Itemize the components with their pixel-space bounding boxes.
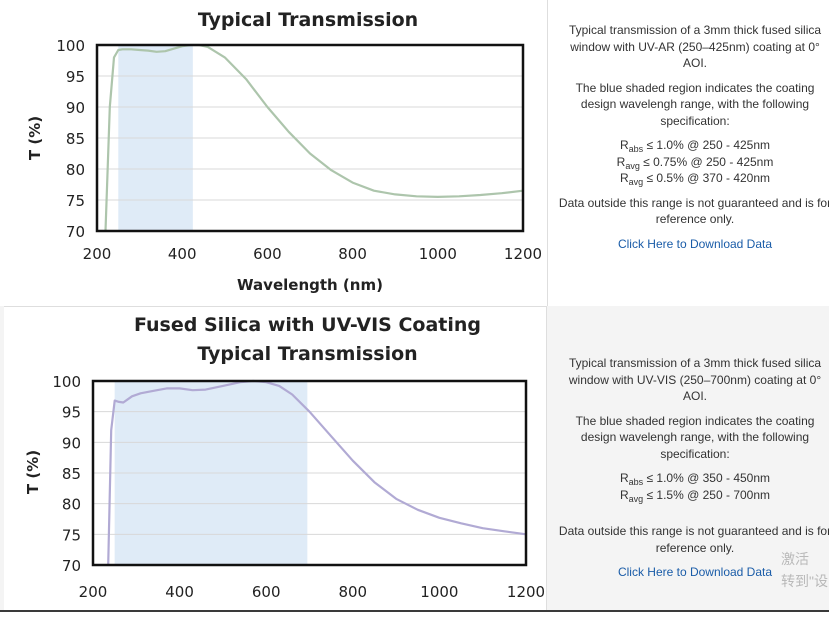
spec-list: Rabs ≤ 1.0% @ 250 - 425nm Ravg ≤ 0.75% @… — [557, 137, 829, 187]
plot-frame — [95, 43, 525, 233]
watermark-line: 激活 — [781, 551, 809, 567]
watermark-line: 转到"设 — [781, 573, 828, 589]
y-tick-label: 75 — [66, 192, 85, 210]
shaded-note: The blue shaded region indicates the coa… — [575, 80, 815, 128]
y-axis-label: T (%) — [24, 450, 42, 494]
description-panel-1: Typical transmission of a 3mm thick fuse… — [557, 0, 829, 306]
chart-row-1: Typical Transmission 70 75 80 85 90 95 100 200 40… — [0, 0, 829, 306]
y-tick-label: 80 — [62, 496, 81, 514]
y-tick-label: 80 — [66, 161, 85, 179]
chart-cell-1: Typical Transmission 70 75 80 85 90 95 100 200 40… — [4, 0, 548, 306]
spec-line: Ravg ≤ 1.5% @ 250 - 700nm — [619, 487, 771, 504]
y-tick-label: 90 — [66, 99, 85, 117]
intro-text: Typical transmission of a 3mm thick fuse… — [568, 23, 822, 70]
x-tick-label: 400 — [168, 245, 197, 263]
chart-title: Fused Silica with UV-VIS Coating — [134, 314, 481, 336]
x-tick-label: 1200 — [504, 245, 542, 263]
activation-watermark: 激活 转到"设 — [781, 548, 829, 592]
spec-line: Rabs ≤ 1.0% @ 350 - 450nm — [619, 471, 771, 487]
shaded-note: The blue shaded region indicates the coa… — [575, 413, 815, 461]
x-tick-label: 600 — [253, 245, 282, 263]
chart-title: Typical Transmission — [197, 343, 417, 365]
transmission-series-line — [104, 43, 524, 232]
x-tick-label: 600 — [252, 583, 281, 601]
transmission-chart-uv-ar: Typical Transmission 70 75 80 85 90 95 100 200 40… — [26, 9, 542, 294]
intro-text: Typical transmission of a 3mm thick fuse… — [568, 356, 822, 403]
x-axis-label: Wavelength (nm) — [237, 276, 383, 294]
transmission-chart-uv-vis: Fused Silica with UV-VIS Coating Typical … — [24, 314, 545, 601]
disclaimer-text: Data outside this range is not guarantee… — [558, 524, 829, 555]
spec-line: Rabs ≤ 1.0% @ 250 - 425nm — [619, 138, 771, 154]
chart-row-2: Fused Silica with UV-VIS Coating Typical … — [0, 306, 829, 612]
chart-title: Typical Transmission — [198, 9, 418, 31]
x-tick-label: 1000 — [420, 583, 458, 601]
y-tick-label: 75 — [62, 526, 81, 544]
y-tick-label: 95 — [66, 68, 85, 86]
x-tick-label: 800 — [338, 583, 367, 601]
spec-list: Rabs ≤ 1.0% @ 350 - 450nm Ravg ≤ 1.5% @ … — [557, 470, 829, 503]
bottom-border — [0, 610, 829, 612]
y-tick-label: 100 — [56, 37, 85, 55]
x-tick-label: 800 — [338, 245, 367, 263]
x-tick-label: 400 — [165, 583, 194, 601]
disclaimer-text: Data outside this range is not guarantee… — [558, 195, 829, 227]
y-tick-label: 85 — [66, 130, 85, 148]
x-tick-label: 200 — [83, 245, 112, 263]
y-tick-label: 85 — [62, 465, 81, 483]
description-panel-2: Typical transmission of a 3mm thick fuse… — [557, 306, 829, 612]
download-data-link[interactable]: Click Here to Download Data — [617, 236, 773, 251]
spec-line: Ravg ≤ 0.75% @ 250 - 425nm — [616, 154, 774, 171]
y-tick-label: 100 — [52, 373, 81, 391]
x-tick-label: 1200 — [507, 583, 545, 601]
x-tick-label: 200 — [79, 583, 108, 601]
y-tick-label: 90 — [62, 434, 81, 452]
y-axis-label: T (%) — [26, 116, 44, 160]
plot-frame — [91, 379, 528, 567]
spec-line: Ravg ≤ 0.5% @ 370 - 420nm — [619, 171, 771, 187]
x-tick-label: 1000 — [419, 245, 457, 263]
download-data-link[interactable]: Click Here to Download Data — [617, 565, 773, 579]
y-tick-label: 70 — [62, 557, 81, 575]
y-tick-label: 70 — [66, 223, 85, 241]
chart-cell-2: Fused Silica with UV-VIS Coating Typical … — [4, 306, 547, 612]
y-tick-label: 95 — [62, 404, 81, 422]
